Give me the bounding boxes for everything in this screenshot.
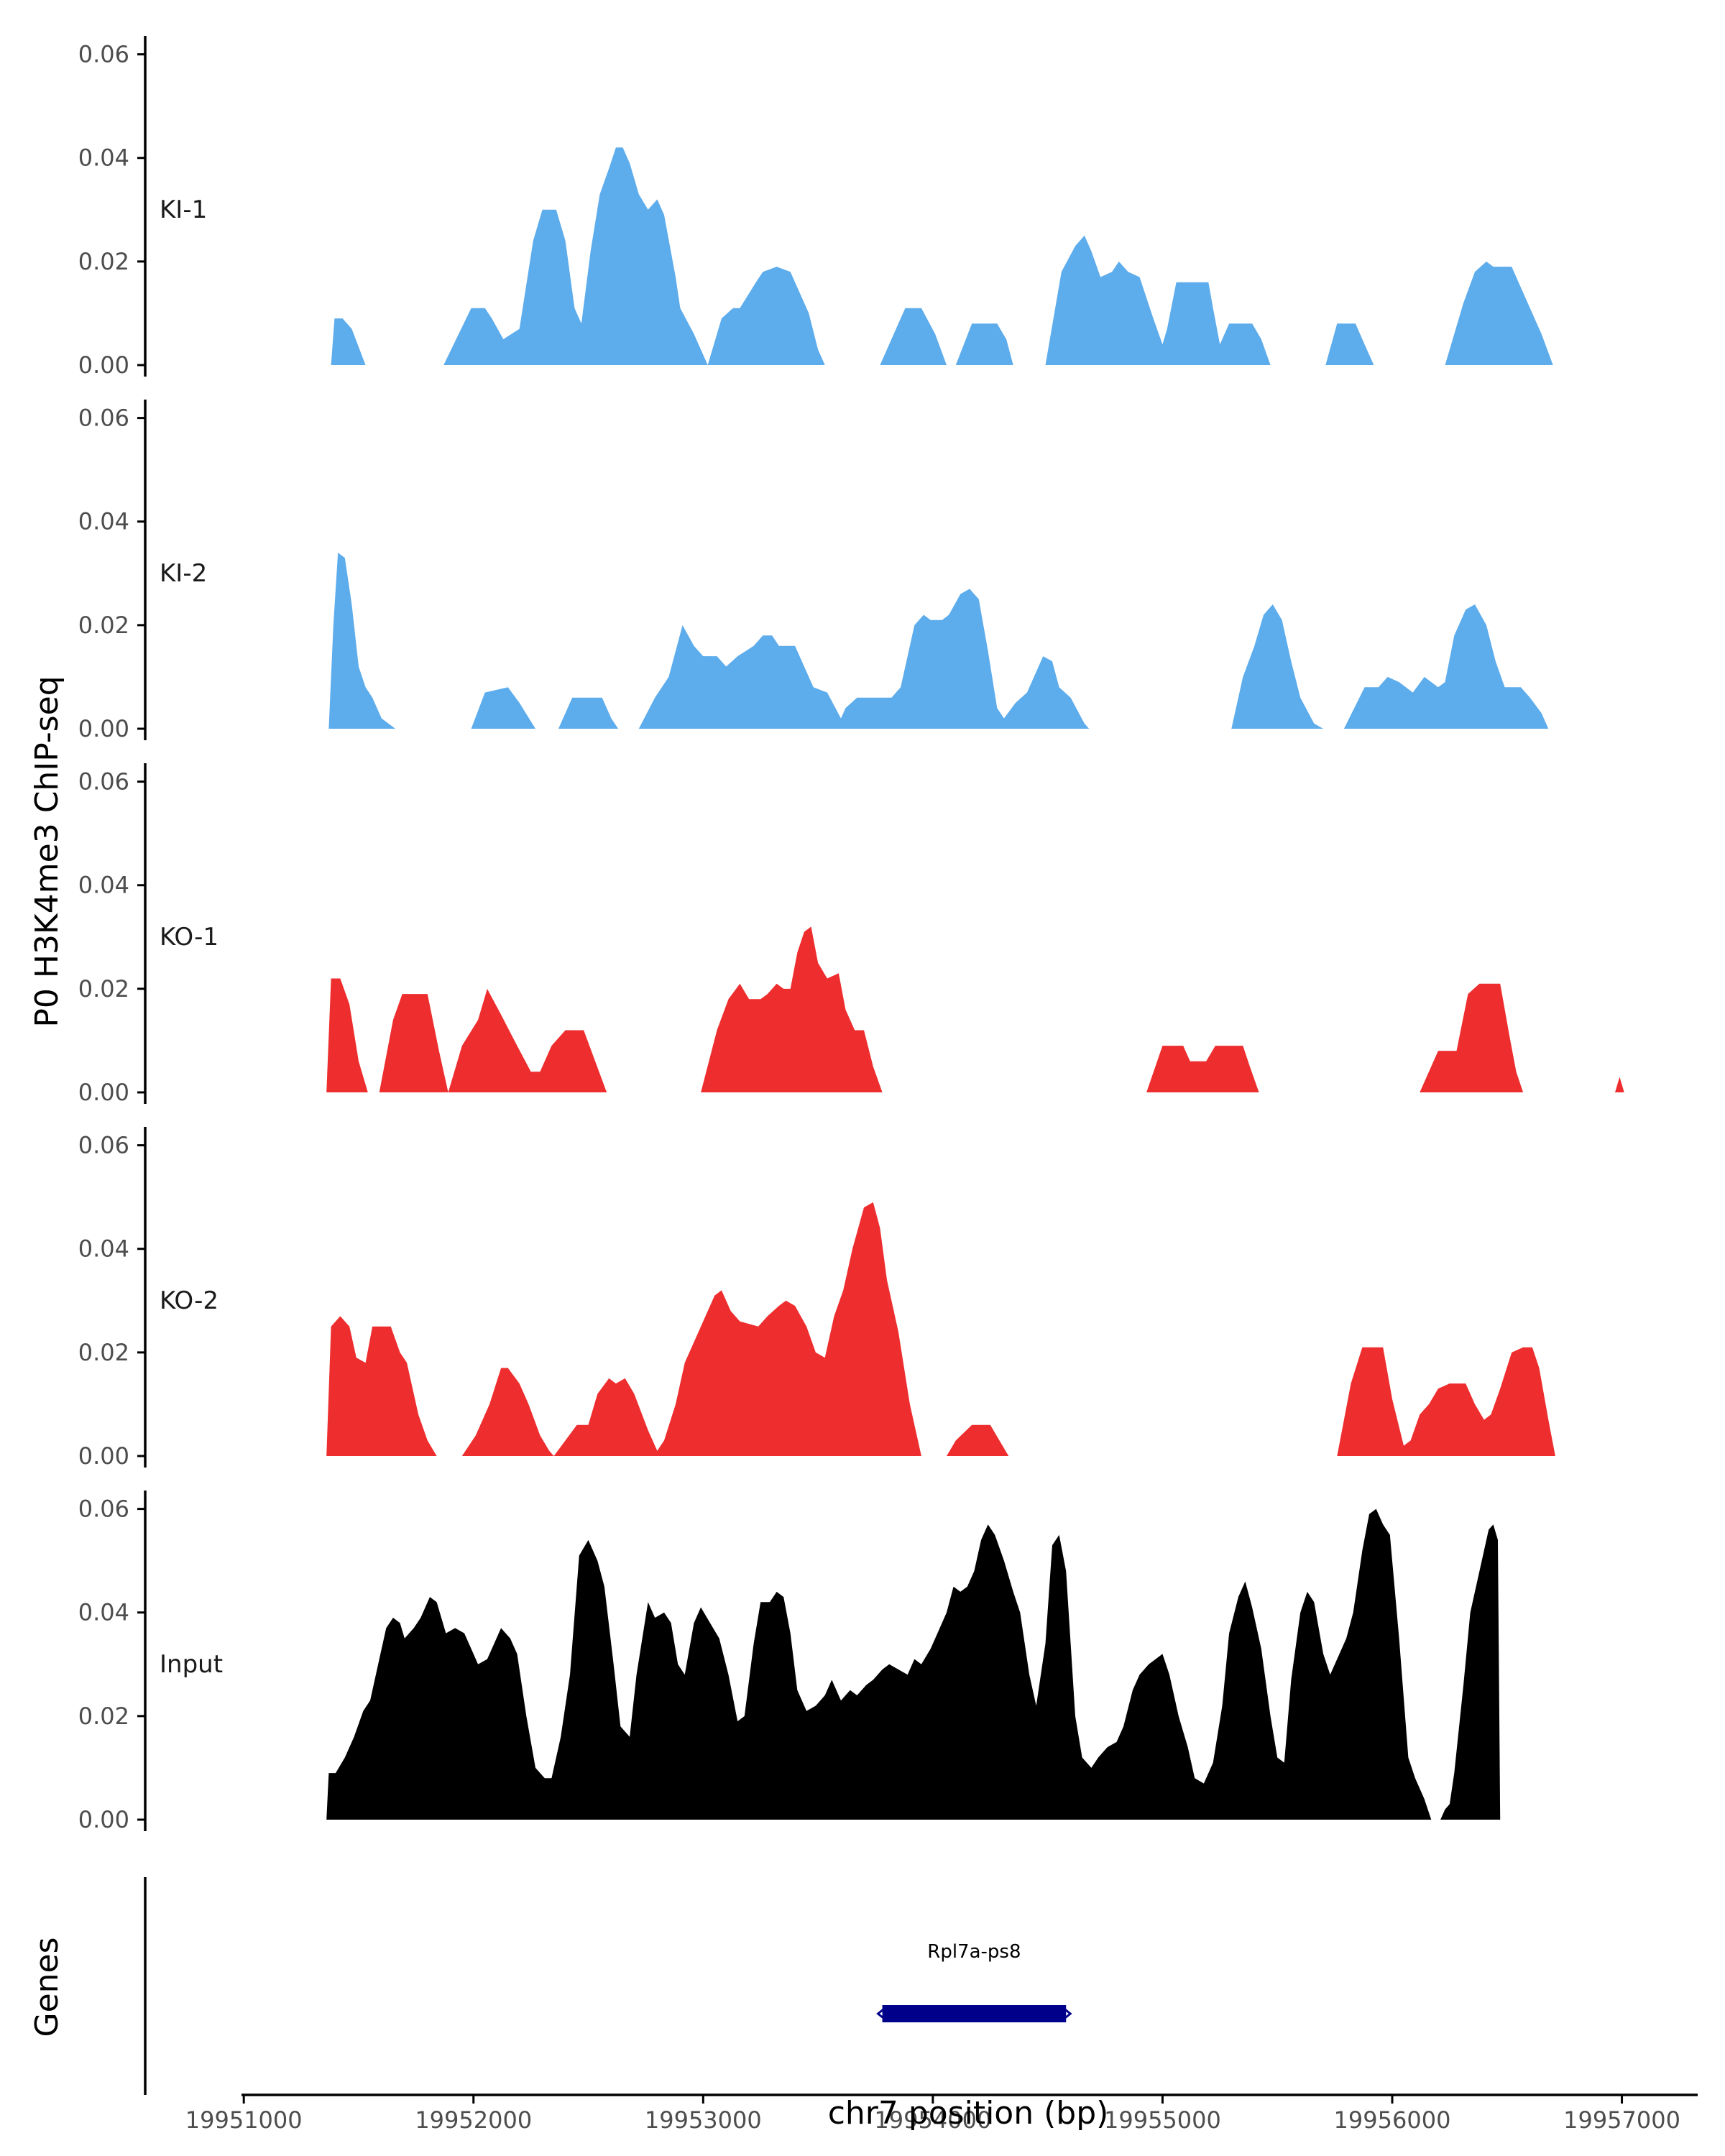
x-axis: 19951000 19952000 19953000 19954000 19955000… xyxy=(185,2093,1698,2134)
y-tick-label: 0.00 xyxy=(78,715,129,742)
signal-peak xyxy=(880,308,947,365)
signal-peak xyxy=(1445,261,1553,365)
x-tick-label: 19954000 xyxy=(874,2106,991,2134)
y-tick-label: 0.06 xyxy=(78,1496,129,1523)
genes-axis-title: Genes xyxy=(29,1937,65,2037)
x-axis-title: chr7 position (bp) xyxy=(828,2095,1109,2132)
y-tick-label: 0.04 xyxy=(78,144,129,172)
signal-peak xyxy=(461,1368,554,1456)
signal-peak xyxy=(328,553,396,729)
y-tick-label: 0.00 xyxy=(78,1079,129,1106)
genes-panel: Rpl7a-ps8 xyxy=(144,1877,1072,2095)
y-tick-label: 0.02 xyxy=(78,975,129,1003)
track-label: KI-2 xyxy=(160,559,207,588)
signal-peak xyxy=(1231,604,1324,729)
y-tick-label: 0.06 xyxy=(78,1132,129,1159)
y-tick-label: 0.04 xyxy=(78,872,129,899)
y-tick-label: 0.02 xyxy=(78,1703,129,1730)
track-label: KO-1 xyxy=(160,923,218,952)
gene-label: Rpl7a-ps8 xyxy=(927,1941,1021,1963)
signal-peak xyxy=(553,1202,921,1456)
y-axis-title: P0 H3K4me3 ChIP-seq xyxy=(29,676,65,1027)
signal-peak xyxy=(443,147,708,366)
signal-peak xyxy=(471,687,535,729)
y-tick-label: 0.04 xyxy=(78,508,129,535)
track-ko-1: 0.00 0.02 0.04 0.06 KO-1 xyxy=(78,763,1624,1106)
x-tick-label: 19951000 xyxy=(185,2106,303,2134)
x-tick-label: 19957000 xyxy=(1563,2106,1680,2134)
signal-peak xyxy=(326,1508,1432,1820)
gene-body xyxy=(882,2005,1067,2022)
track-label: Input xyxy=(160,1650,223,1679)
signal-peak xyxy=(707,267,825,365)
y-tick-label: 0.04 xyxy=(78,1235,129,1263)
signal-peak xyxy=(1420,983,1524,1092)
signal-peak xyxy=(955,323,1013,365)
y-tick-label: 0.00 xyxy=(78,1806,129,1833)
signal-peak xyxy=(326,978,368,1092)
signal-peak xyxy=(1045,235,1271,365)
y-tick-label: 0.00 xyxy=(78,351,129,379)
signal-peak xyxy=(638,589,1090,729)
tracks-layer: 0.00 0.02 0.04 0.06 KI-1 0.00 0.02 0.04 0.06 KI-2… xyxy=(78,36,1624,1833)
x-tick-label: 19955000 xyxy=(1104,2106,1221,2134)
y-tick-label: 0.06 xyxy=(78,768,129,796)
signal-peak xyxy=(1146,1046,1259,1092)
x-tick-label: 19956000 xyxy=(1334,2106,1451,2134)
y-tick-label: 0.06 xyxy=(78,405,129,432)
signal-peak xyxy=(701,926,883,1092)
y-tick-label: 0.00 xyxy=(78,1442,129,1470)
track-ko-2: 0.00 0.02 0.04 0.06 KO-2 xyxy=(78,1127,1555,1470)
signal-peak xyxy=(558,697,619,729)
y-tick-label: 0.02 xyxy=(78,248,129,275)
signal-peak xyxy=(1440,1524,1501,1820)
y-tick-label: 0.02 xyxy=(78,612,129,639)
signal-peak xyxy=(379,994,448,1092)
strand-arrow xyxy=(876,2007,886,2021)
x-tick-label: 19953000 xyxy=(645,2106,762,2134)
x-tick-label: 19952000 xyxy=(415,2106,532,2134)
y-tick-label: 0.04 xyxy=(78,1599,129,1626)
track-input: 0.00 0.02 0.04 0.06 Input xyxy=(78,1491,1501,1833)
track-ki-2: 0.00 0.02 0.04 0.06 KI-2 xyxy=(78,400,1549,742)
signal-peak xyxy=(1343,604,1549,729)
signal-peak xyxy=(1337,1347,1555,1456)
track-ki-1: 0.00 0.02 0.04 0.06 KI-1 xyxy=(78,36,1553,379)
signal-peak xyxy=(331,318,366,365)
signal-peak xyxy=(947,1424,1009,1456)
signal-peak xyxy=(1325,323,1374,365)
y-tick-label: 0.06 xyxy=(78,41,129,68)
track-label: KO-2 xyxy=(160,1286,218,1315)
signal-peak xyxy=(326,1316,437,1456)
signal-peak xyxy=(1615,1077,1624,1092)
y-tick-label: 0.02 xyxy=(78,1339,129,1366)
signal-peak xyxy=(448,988,607,1092)
strand-arrow xyxy=(1062,2007,1072,2021)
track-label: KI-1 xyxy=(160,195,207,224)
